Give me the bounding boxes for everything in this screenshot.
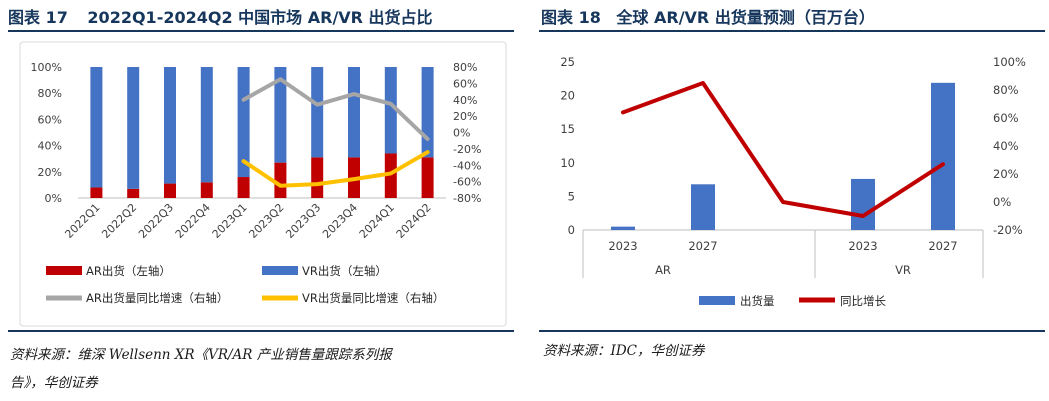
vr-share-bar <box>384 67 397 154</box>
right-axis-tick-label: -80% <box>453 192 481 205</box>
figure-18-top-rule <box>539 30 1045 32</box>
right-axis-tick-label: 40% <box>993 139 1019 153</box>
shipment-bar <box>851 178 875 230</box>
figure-17-title: 图表 17 2022Q1-2024Q2 中国市场 AR/VR 出货占比 <box>8 4 433 28</box>
ar-share-bar <box>384 153 397 198</box>
legend-swatch <box>46 266 82 275</box>
x-axis-tick-label: 2022Q4 <box>173 201 213 241</box>
figure-17-chart: 0% 20% 40% 60% 80% 100% -80% -60% -40% -20% 0% 20% 4… <box>19 41 507 327</box>
right-axis-tick-label: 80% <box>993 83 1019 97</box>
vr-share-bar <box>164 67 176 184</box>
right-axis-tick-label: 20% <box>993 167 1019 181</box>
left-axis-tick-label: 60% <box>38 113 62 126</box>
legend-label: 同比增长 <box>840 294 886 308</box>
left-axis-tick-label: 20% <box>38 166 62 179</box>
figure-17-source: 资料来源：维深 Wellsenn XR《VR/AR 产业销售量跟踪系列报 告》，… <box>10 341 392 397</box>
ar-share-bar <box>164 183 176 198</box>
figure-18-title-text: 全球 AR/VR 出货量预测（百万台） <box>616 8 875 27</box>
x-axis-tick-label: 2024Q2 <box>394 201 434 241</box>
x-axis-tick-label: 2022Q1 <box>62 201 102 241</box>
x-axis-tick-label: 2027 <box>688 239 717 253</box>
left-axis-tick-label: 5 <box>568 189 575 203</box>
x-axis-tick-label: 2023 <box>608 239 637 253</box>
figure-17-bottom-rule <box>8 330 514 332</box>
vr-share-bar <box>237 67 250 178</box>
figure-17-top-rule <box>8 30 514 32</box>
x-axis-tick-label: 2022Q2 <box>99 201 139 241</box>
vr-share-bar <box>421 67 434 158</box>
right-axis-tick-label: 0% <box>993 195 1011 209</box>
x-axis-tick-label: 2023Q3 <box>283 201 323 241</box>
left-axis-tick-label: 40% <box>38 140 62 153</box>
ar-share-bar <box>200 182 213 198</box>
figure-18-source-text: 资料来源：IDC，华创证券 <box>543 343 705 359</box>
figure-18-source: 资料来源：IDC，华创证券 <box>543 337 705 365</box>
ar-share-bar <box>421 157 434 198</box>
legend-label: AR出货量同比增速（右轴） <box>86 291 228 305</box>
left-axis-tick-label: 100% <box>31 61 62 74</box>
vr-share-bar <box>200 67 213 183</box>
left-axis-tick-label: 80% <box>38 87 62 100</box>
legend-label: VR出货量同比增速（右轴） <box>302 291 444 305</box>
ar-share-bar <box>127 188 140 198</box>
right-axis-tick-label: -20% <box>453 143 481 156</box>
ar-yoy-growth-line <box>241 77 430 142</box>
left-axis-tick-label: 15 <box>560 122 575 136</box>
figure-18-bottom-rule <box>539 330 1045 332</box>
left-axis-tick-label: 0 <box>568 223 575 237</box>
ar-share-bar <box>90 187 103 198</box>
legend-label: VR出货（左轴） <box>302 264 387 278</box>
x-axis-tick-label: 2022Q3 <box>136 201 176 241</box>
figure-18-chart: 0 5 10 15 20 25 -20% 0% 20% 40% 60% 80% 100% 2023 2027… <box>560 55 1026 308</box>
chart-frame <box>19 41 507 327</box>
ar-share-bar <box>274 162 287 198</box>
right-axis-tick-label: 20% <box>453 110 477 123</box>
vr-yoy-growth-line <box>241 150 430 188</box>
right-axis-tick-label: 40% <box>453 94 477 107</box>
right-axis-tick-label: 80% <box>453 61 477 74</box>
shipment-bar <box>691 184 715 230</box>
right-axis-tick-label: -60% <box>453 176 481 189</box>
right-axis-tick-label: 100% <box>993 55 1026 69</box>
figure-17-source-line-2: 告》，华创证券 <box>10 375 98 391</box>
left-axis-tick-label: 20 <box>560 89 575 103</box>
right-axis-tick-label: 60% <box>453 77 477 90</box>
figure-18-number: 图表 18 <box>541 8 601 27</box>
figure-18-title: 图表 18 全球 AR/VR 出货量预测（百万台） <box>541 4 875 28</box>
right-axis-tick-label: 60% <box>993 111 1019 125</box>
x-axis-tick-label: 2023Q2 <box>246 201 286 241</box>
right-axis-tick-label: 0% <box>453 127 470 140</box>
legend-label: 出货量 <box>740 294 775 308</box>
figure-17-number: 图表 17 <box>8 8 68 27</box>
vr-share-bar <box>90 67 103 188</box>
legend-label: AR出货（左轴） <box>86 264 171 278</box>
figure-17-source-line-1: 资料来源：维深 Wellsenn XR《VR/AR 产业销售量跟踪系列报 <box>10 347 392 363</box>
right-axis-tick-label: -40% <box>453 159 481 172</box>
x-axis-tick-label: 2023Q1 <box>210 201 250 241</box>
ar-share-bar <box>237 177 250 198</box>
group-label: AR <box>655 263 671 277</box>
x-axis-tick-label: 2023 <box>848 239 877 253</box>
left-axis-tick-label: 10 <box>560 156 575 170</box>
x-axis-tick-label: 2024Q1 <box>357 201 397 241</box>
vr-share-bar <box>348 67 360 158</box>
group-label: VR <box>895 263 911 277</box>
left-axis-tick-label: 25 <box>560 55 575 69</box>
x-axis-tick-label: 2027 <box>928 239 957 253</box>
legend-swatch <box>262 266 298 275</box>
vr-share-bar <box>274 67 287 163</box>
x-axis-tick-label: 2023Q4 <box>320 201 360 241</box>
shipment-bar <box>931 82 955 230</box>
shipment-bar <box>611 226 635 230</box>
vr-share-bar <box>127 67 140 189</box>
right-axis-tick-label: -20% <box>993 223 1023 237</box>
figure-17-title-text: 2022Q1-2024Q2 中国市场 AR/VR 出货占比 <box>87 8 433 27</box>
ar-share-bar <box>311 157 324 198</box>
legend-swatch <box>699 296 735 305</box>
yoy-growth-line <box>621 81 945 218</box>
vr-share-bar <box>311 67 324 158</box>
left-axis-tick-label: 0% <box>45 192 62 205</box>
